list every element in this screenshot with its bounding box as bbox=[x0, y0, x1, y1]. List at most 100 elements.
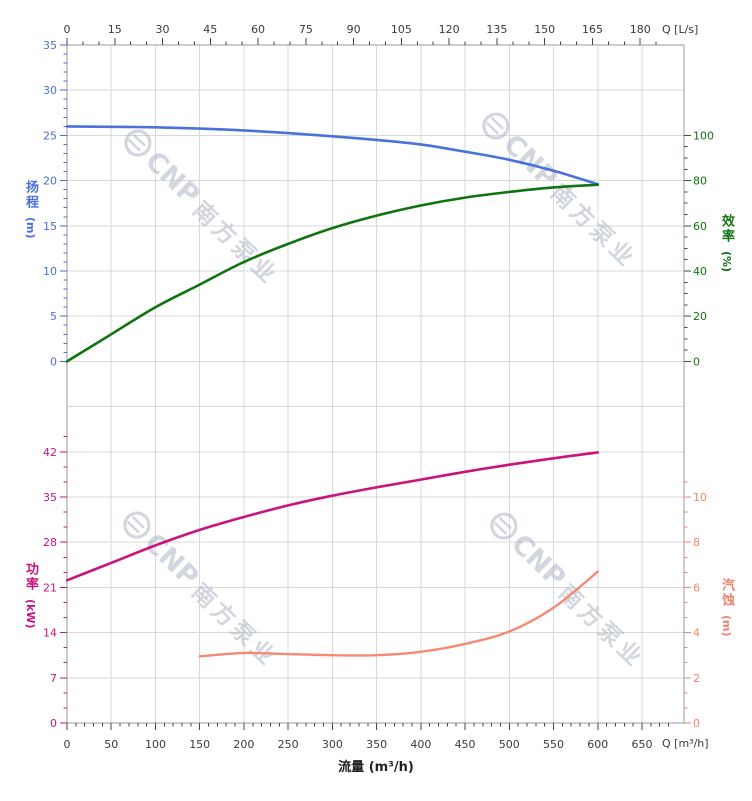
bottom-axis-ticks bbox=[66, 723, 670, 730]
svg-text:350: 350 bbox=[366, 738, 387, 751]
power-axis-title: 功率 (kW) bbox=[22, 562, 38, 629]
svg-text:500: 500 bbox=[499, 738, 520, 751]
svg-text:400: 400 bbox=[410, 738, 431, 751]
svg-text:10: 10 bbox=[43, 265, 57, 278]
svg-text:20: 20 bbox=[43, 175, 57, 188]
svg-text:30: 30 bbox=[156, 23, 170, 36]
svg-text:45: 45 bbox=[203, 23, 217, 36]
top-axis-ticks bbox=[66, 38, 657, 45]
bottom-axis-tick-labels: 0 50 100 150 200 250 300 350 400 450 500 550 600 650 bbox=[64, 738, 653, 751]
svg-text:0: 0 bbox=[693, 717, 700, 730]
svg-text:0: 0 bbox=[693, 355, 700, 368]
head-axis-ticks bbox=[60, 44, 67, 362]
svg-text:30: 30 bbox=[43, 84, 57, 97]
svg-text:7: 7 bbox=[50, 672, 57, 685]
svg-text:0: 0 bbox=[64, 23, 71, 36]
npsh-axis-unit: (m) bbox=[719, 615, 733, 637]
svg-text:150: 150 bbox=[189, 738, 210, 751]
flow-axis-title: 流量 (m³/h) bbox=[338, 760, 414, 775]
watermark-brand-cn: 南方泵业 bbox=[553, 579, 649, 673]
svg-text:0: 0 bbox=[50, 355, 57, 368]
watermark-brand: CNP bbox=[505, 528, 571, 594]
svg-text:6: 6 bbox=[693, 581, 700, 594]
svg-text:25: 25 bbox=[43, 129, 57, 142]
svg-text:75: 75 bbox=[299, 23, 313, 36]
head-axis-tick-labels: 0 5 10 15 20 25 30 35 bbox=[43, 39, 57, 368]
efficiency-axis-title-text: 效率 bbox=[718, 214, 734, 244]
svg-text:35: 35 bbox=[43, 39, 57, 52]
svg-text:50: 50 bbox=[104, 738, 118, 751]
power-axis-title-text: 功率 bbox=[22, 562, 38, 592]
head-curve bbox=[65, 125, 600, 186]
svg-text:40: 40 bbox=[693, 265, 707, 278]
head-axis-unit: (m) bbox=[23, 217, 37, 239]
efficiency-axis-title: 效率 (%) bbox=[718, 214, 734, 273]
svg-text:150: 150 bbox=[534, 23, 555, 36]
efficiency-curve bbox=[65, 183, 600, 363]
svg-text:10: 10 bbox=[693, 491, 707, 504]
svg-text:14: 14 bbox=[43, 627, 57, 640]
svg-text:180: 180 bbox=[630, 23, 651, 36]
svg-text:0: 0 bbox=[64, 738, 71, 751]
svg-text:2: 2 bbox=[693, 672, 700, 685]
svg-text:250: 250 bbox=[278, 738, 299, 751]
svg-text:60: 60 bbox=[693, 220, 707, 233]
svg-text:20: 20 bbox=[693, 310, 707, 323]
eff-axis-ticks bbox=[684, 134, 691, 362]
watermark-brand-cn: 南方泵业 bbox=[187, 196, 283, 290]
plot-border bbox=[66, 44, 685, 724]
svg-text:165: 165 bbox=[582, 23, 603, 36]
npsh-curve bbox=[198, 570, 599, 658]
grid-lines bbox=[67, 45, 684, 723]
svg-text:120: 120 bbox=[439, 23, 460, 36]
svg-text:90: 90 bbox=[347, 23, 361, 36]
svg-text:550: 550 bbox=[543, 738, 564, 751]
svg-text:35: 35 bbox=[43, 491, 57, 504]
watermark-brand: CNP bbox=[138, 527, 204, 593]
power-curve bbox=[65, 451, 600, 582]
svg-text:28: 28 bbox=[43, 536, 57, 549]
watermark-brand: CNP bbox=[139, 145, 205, 211]
power-axis-ticks bbox=[60, 436, 67, 724]
head-axis-title-text: 扬程 bbox=[22, 180, 38, 210]
power-axis-unit: (kW) bbox=[23, 599, 37, 629]
svg-text:21: 21 bbox=[43, 581, 57, 594]
bottom-axis-unit-label: Q [m³/h] bbox=[662, 737, 709, 750]
npsh-axis-tick-labels: 0 2 4 6 8 10 bbox=[693, 491, 707, 730]
svg-text:80: 80 bbox=[693, 175, 707, 188]
npsh-axis-title: 汽蚀 (m) bbox=[718, 578, 734, 637]
svg-text:60: 60 bbox=[251, 23, 265, 36]
head-axis-title: 扬程 (m) bbox=[22, 180, 38, 239]
npsh-axis-ticks bbox=[684, 481, 691, 724]
svg-text:0: 0 bbox=[50, 717, 57, 730]
svg-text:200: 200 bbox=[233, 738, 254, 751]
svg-text:100: 100 bbox=[145, 738, 166, 751]
svg-text:15: 15 bbox=[43, 220, 57, 233]
svg-text:135: 135 bbox=[486, 23, 507, 36]
power-axis-tick-labels: 0 7 14 21 28 35 42 bbox=[43, 446, 57, 730]
efficiency-axis-unit: (%) bbox=[719, 251, 733, 273]
svg-text:5: 5 bbox=[50, 310, 57, 323]
top-axis-tick-labels: 0 15 30 45 60 75 90 105 120 135 150 165 180 bbox=[64, 23, 651, 36]
svg-text:42: 42 bbox=[43, 446, 57, 459]
npsh-axis-title-text: 汽蚀 bbox=[718, 578, 734, 608]
svg-text:105: 105 bbox=[391, 23, 412, 36]
svg-text:4: 4 bbox=[693, 627, 700, 640]
svg-text:300: 300 bbox=[322, 738, 343, 751]
svg-text:8: 8 bbox=[693, 536, 700, 549]
svg-text:15: 15 bbox=[108, 23, 122, 36]
svg-text:100: 100 bbox=[693, 129, 714, 142]
top-axis-unit-label: Q [L/s] bbox=[662, 23, 699, 36]
svg-text:600: 600 bbox=[587, 738, 608, 751]
svg-text:450: 450 bbox=[455, 738, 476, 751]
watermark-brand-cn: 南方泵业 bbox=[545, 179, 641, 273]
svg-text:650: 650 bbox=[632, 738, 653, 751]
watermark-brand-cn: 南方泵业 bbox=[186, 578, 282, 672]
eff-axis-tick-labels: 0 20 40 60 80 100 bbox=[693, 129, 714, 368]
